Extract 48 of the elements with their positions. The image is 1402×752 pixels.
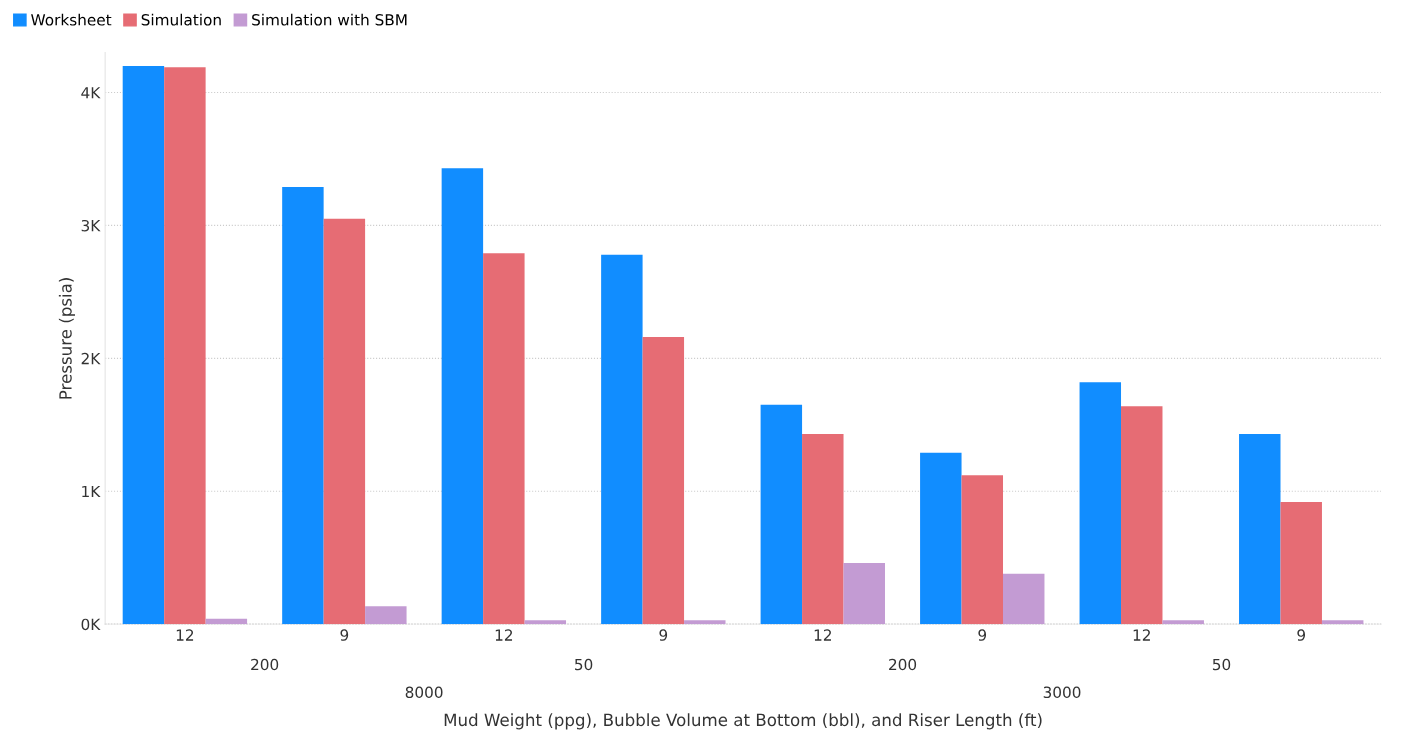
text: 8000	[405, 686, 443, 699]
bar	[365, 606, 407, 625]
x-tick-label: 12	[495, 629, 513, 641]
y-tick-label: 3K	[81, 219, 101, 232]
y-tick-label: 4K	[81, 87, 101, 99]
bar	[1280, 501, 1322, 625]
y-tick-label: 2K	[81, 352, 101, 365]
bar	[843, 563, 885, 625]
bar	[205, 618, 248, 625]
y-tick-label: 1K	[82, 485, 101, 498]
y-tick-label: 0K	[81, 618, 101, 631]
bar	[1162, 620, 1204, 625]
bar	[483, 253, 525, 625]
text: 3000	[1043, 686, 1081, 699]
bar	[802, 434, 844, 625]
bar	[1079, 382, 1122, 625]
bar	[441, 168, 484, 625]
x-tick-label: 12	[814, 629, 831, 641]
bar	[642, 337, 685, 625]
bar	[164, 67, 206, 625]
bar	[1239, 434, 1281, 625]
bar	[1321, 620, 1364, 625]
bar	[524, 620, 567, 625]
bar	[1121, 406, 1163, 625]
bar	[282, 186, 324, 625]
bar	[323, 218, 366, 625]
bar	[684, 620, 726, 625]
text: 200	[889, 658, 917, 671]
bar	[920, 452, 962, 625]
x-tick-label: 9	[978, 629, 987, 641]
text: 200	[251, 658, 279, 671]
bar	[760, 404, 803, 625]
bar	[122, 65, 165, 625]
bar	[1003, 573, 1045, 625]
x-tick-label: 9	[659, 629, 668, 641]
x-tick-label: 12	[1133, 629, 1150, 641]
x-tick-label: 9	[340, 629, 349, 641]
y-axis-title: Pressure (psia)	[58, 278, 75, 399]
bar	[961, 475, 1004, 625]
legend-label: Worksheet	[31, 13, 112, 26]
x-tick-label: 12	[176, 629, 194, 641]
legend-label: Simulation	[141, 13, 221, 26]
x-axis-title: Mud Weight (ppg), Bubble Volume at Bottom (bbl), and Riser Length (ft)	[444, 713, 1042, 730]
bar	[601, 254, 643, 625]
text: 50	[1212, 658, 1231, 671]
x-tick-label: 9	[1297, 629, 1306, 641]
text: 50	[575, 658, 593, 671]
legend-label: Simulation with SBM	[252, 13, 407, 26]
